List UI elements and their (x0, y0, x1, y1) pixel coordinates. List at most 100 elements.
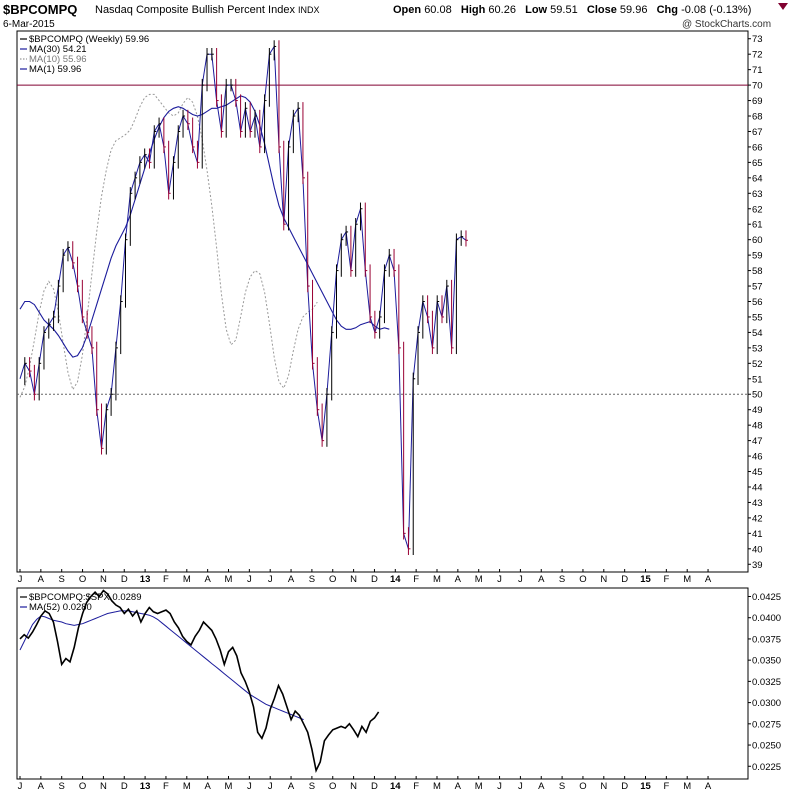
main-y-tick-label: 48 (752, 421, 763, 432)
main-y-tick-label: 70 (752, 81, 763, 92)
lower-x-tick-label: N (100, 781, 107, 792)
main-x-tick-label: A (204, 574, 211, 585)
lower-y-tick-label: 0.0375 (752, 634, 781, 645)
main-y-tick-label: 62 (752, 204, 763, 215)
lower-x-tick-label: M (225, 781, 233, 792)
main-x-tick-label: D (371, 574, 378, 585)
lower-y-tick-label: 0.0250 (752, 741, 781, 752)
main-y-tick-label: 54 (752, 328, 763, 339)
main-y-tick-label: 56 (752, 297, 763, 308)
down-triangle-icon (778, 3, 788, 10)
main-y-tick-label: 59 (752, 251, 763, 262)
main-x-tick-label: M (683, 574, 691, 585)
main-x-tick-label: O (579, 574, 586, 585)
lower-x-tick-label: 13 (140, 781, 151, 792)
main-x-tick-label: O (329, 574, 336, 585)
lower-panel-frame (16, 587, 749, 780)
lower-y-tick-label: 0.0325 (752, 677, 781, 688)
main-x-tick-label: D (621, 574, 628, 585)
main-x-tick-label: F (163, 574, 169, 585)
lower-x-tick-label: O (579, 781, 586, 792)
lower-x-tick-label: M (183, 781, 191, 792)
lower-x-tick-label: O (79, 781, 86, 792)
ma1-line (19, 44, 467, 549)
main-x-tick-label: S (309, 574, 315, 585)
ratio-line (19, 589, 380, 774)
lower-legend-label: MA(52) 0.0280 (29, 602, 92, 613)
chart-date: 6-Mar-2015 (3, 19, 55, 30)
main-x-tick-label: 14 (390, 574, 401, 585)
lower-legend-label: $BPCOMPQ:$SPX 0.0289 (29, 592, 141, 603)
main-y-tick-label: 69 (752, 96, 763, 107)
lower-x-tick-label: S (309, 781, 315, 792)
main-y-tick-label: 73 (752, 34, 763, 45)
lower-y-tick-label: 0.0425 (752, 592, 781, 603)
main-y-tick-label: 57 (752, 282, 763, 293)
main-x-tick-label: F (413, 574, 419, 585)
ma52-line (19, 610, 304, 721)
main-y-tick-label: 46 (752, 452, 763, 463)
main-y-tick-label: 64 (752, 173, 763, 184)
main-y-tick-label: 68 (752, 112, 763, 123)
main-y-tick-label: 67 (752, 127, 763, 138)
main-x-tick-label: M (225, 574, 233, 585)
main-x-tick-label: S (59, 574, 65, 585)
lower-x-tick-label: M (475, 781, 483, 792)
main-x-tick-label: A (455, 574, 462, 585)
ohlc-readout: Open 60.08 High 60.26 Low 59.51 Close 59… (393, 4, 752, 16)
lower-y-tick-label: 0.0350 (752, 656, 781, 667)
watermark: @ StockCharts.com (682, 19, 772, 30)
main-y-tick-label: 61 (752, 220, 763, 231)
lower-x-tick-label: A (38, 781, 45, 792)
main-x-tick-label: J (268, 574, 273, 585)
lower-x-tick-label: F (163, 781, 169, 792)
ma10-line (19, 93, 318, 398)
main-y-tick-label: 55 (752, 312, 763, 323)
main-y-tick-label: 71 (752, 65, 763, 76)
main-x-tick-label: N (350, 574, 357, 585)
main-y-tick-label: 47 (752, 436, 763, 447)
main-y-tick-label: 51 (752, 374, 763, 385)
lower-x-tick-label: 14 (390, 781, 401, 792)
main-x-tick-label: J (497, 574, 502, 585)
main-x-tick-label: A (288, 574, 295, 585)
main-legend-label: MA(30) 54.21 (29, 44, 87, 55)
lower-x-tick-label: D (621, 781, 628, 792)
main-x-tick-label: A (38, 574, 45, 585)
lower-x-tick-label: A (538, 781, 545, 792)
main-y-tick-label: 58 (752, 266, 763, 277)
main-y-tick-label: 40 (752, 544, 763, 555)
main-y-tick-label: 65 (752, 158, 763, 169)
main-legend-label: $BPCOMPQ (Weekly) 59.96 (29, 34, 149, 45)
main-y-tick-label: 60 (752, 235, 763, 246)
main-y-tick-label: 63 (752, 189, 763, 200)
main-y-tick-label: 39 (752, 560, 763, 571)
lower-y-tick-label: 0.0300 (752, 698, 781, 709)
main-x-tick-label: N (600, 574, 607, 585)
lower-x-tick-label: J (247, 781, 252, 792)
main-y-tick-label: 45 (752, 467, 763, 478)
lower-x-tick-label: S (59, 781, 65, 792)
main-x-tick-label: M (183, 574, 191, 585)
lower-x-tick-label: S (559, 781, 565, 792)
lower-y-tick-label: 0.0225 (752, 762, 781, 773)
main-y-tick-label: 49 (752, 405, 763, 416)
main-x-tick-label: D (121, 574, 128, 585)
main-x-tick-label: J (18, 574, 23, 585)
lower-x-tick-label: A (288, 781, 295, 792)
main-y-tick-label: 42 (752, 513, 763, 524)
lower-x-tick-label: M (683, 781, 691, 792)
main-x-tick-label: M (433, 574, 441, 585)
lower-y-tick-label: 0.0400 (752, 613, 781, 624)
main-x-tick-label: O (79, 574, 86, 585)
lower-x-tick-label: J (268, 781, 273, 792)
main-x-tick-label: F (663, 574, 669, 585)
ma30-line (19, 95, 390, 358)
lower-y-tick-label: 0.0275 (752, 719, 781, 730)
main-y-tick-label: 41 (752, 529, 763, 540)
lower-x-tick-label: J (497, 781, 502, 792)
main-x-tick-label: 13 (140, 574, 151, 585)
lower-x-tick-label: M (433, 781, 441, 792)
main-legend-label: MA(1) 59.96 (29, 64, 81, 75)
lower-x-tick-label: F (413, 781, 419, 792)
